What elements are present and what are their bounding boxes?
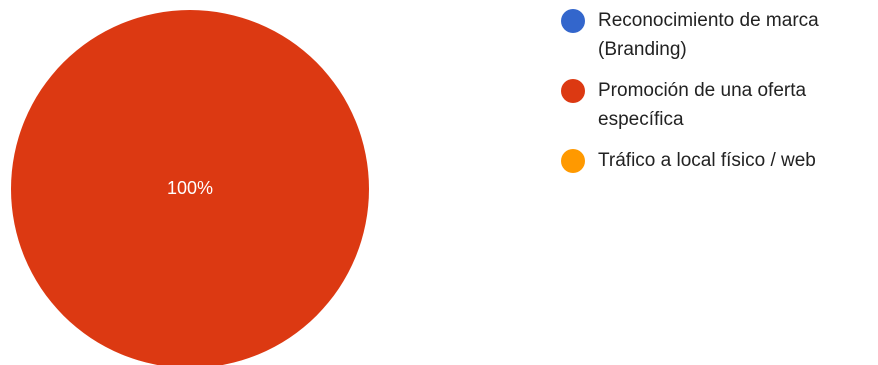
- legend-item-oferta[interactable]: Promoción de una oferta específica: [561, 76, 878, 134]
- legend-label-branding: Reconocimiento de marca (Branding): [598, 10, 819, 60]
- legend-label-trafico: Tráfico a local físico / web: [598, 150, 816, 171]
- legend: Reconocimiento de marca (Branding) Promo…: [561, 6, 878, 187]
- legend-item-trafico[interactable]: Tráfico a local físico / web: [561, 146, 878, 175]
- legend-item-branding[interactable]: Reconocimiento de marca (Branding): [561, 6, 878, 64]
- legend-swatch-oferta: [561, 79, 585, 103]
- legend-label-oferta: Promoción de una oferta específica: [598, 80, 807, 130]
- legend-swatch-trafico: [561, 149, 585, 173]
- pie-slice-label-oferta: 100%: [167, 178, 213, 198]
- pie-chart: 100%: [11, 10, 369, 365]
- pie-slice-oferta[interactable]: [11, 10, 369, 365]
- legend-swatch-branding: [561, 9, 585, 33]
